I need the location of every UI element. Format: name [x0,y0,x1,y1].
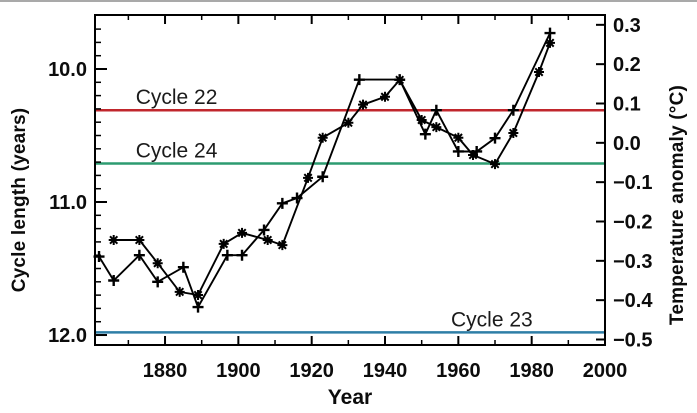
temperature-anomaly-marker [237,227,248,238]
temperature-anomaly-marker [174,286,185,297]
right-tick-label: 0.3 [613,15,641,37]
solar-cycle-length-marker [452,145,464,157]
cycle-22-label: Cycle 22 [136,86,218,109]
plot-border [94,14,606,346]
solar-cycle-length-marker [258,224,270,236]
solar-cycle-length-marker [544,27,556,39]
temperature-anomaly-marker [394,74,405,85]
temperature-anomaly-marker [317,132,328,143]
left-tick-label: 10.0 [48,59,87,81]
left-tick-label: 12.0 [48,325,87,347]
temperature-anomaly-marker [262,234,273,245]
solar-cycle-length-marker [430,104,442,116]
right-tick-label: −0.1 [613,172,652,194]
left-axis: 10.0 11.0 12.0 Cycle length (years) [9,28,107,347]
temperature-anomaly-marker [134,234,145,245]
x-axis: 1880 1900 1920 1940 1960 1980 2000 Year [127,15,628,409]
temperature-anomaly-marker [218,238,229,249]
solar-cycle-length-marker [192,301,204,313]
x-tick-label: 1940 [363,360,408,382]
solar-cycle-length-marker [93,251,105,263]
x-axis-title: Year [328,386,372,409]
right-tick-label: −0.4 [613,290,653,312]
x-tick-label: 1880 [143,360,188,382]
series-temperature-anomaly [108,37,556,301]
x-tick-label: 1920 [289,360,334,382]
solar-cycle-length-line [98,32,551,310]
temperature-anomaly-marker [490,159,501,170]
right-axis-title: Temperature anomaly (°C) [667,85,688,325]
temperature-anomaly-line [113,42,551,297]
x-tick-label: 1900 [216,360,261,382]
temperature-anomaly-marker [343,117,354,128]
solar-cycle-length-marker [177,261,189,273]
solar-cycle-length-marker [489,132,501,144]
cycle-24-label: Cycle 24 [136,139,218,162]
left-axis-title: Cycle length (years) [9,108,30,293]
temperature-anomaly-marker [534,67,545,78]
solar-cycle-length-marker [236,249,248,261]
temperature-anomaly-marker [545,37,556,48]
temperature-anomaly-marker [380,91,391,102]
solar-cycle-length-marker [353,74,365,86]
temperature-anomaly-marker [108,234,119,245]
right-tick-label: 0.2 [613,54,641,76]
cycle-23-label: Cycle 23 [451,308,533,331]
temperature-anomaly-marker [303,172,314,183]
temperature-anomaly-marker [453,132,464,143]
solar-cycle-length-marker [419,128,431,140]
left-tick-label: 11.0 [49,192,87,214]
solar-cycle-length-marker [221,249,233,261]
solar-cycle-length-marker [108,274,120,286]
temperature-anomaly-marker [152,258,163,269]
solar-cycle-length-marker [133,249,145,261]
right-tick-label: −0.5 [613,329,652,351]
solar-cycle-length-marker [317,171,329,183]
solar-cycle-length-marker [507,104,519,116]
x-tick-label: 1960 [436,360,481,382]
right-tick-label: −0.2 [613,211,652,233]
temperature-anomaly-marker [468,150,479,161]
x-tick-label: 1980 [509,360,554,382]
temperature-anomaly-marker [431,122,442,133]
temperature-anomaly-marker [193,290,204,301]
x-tick-label: 2000 [583,360,628,382]
solar-cycle-length-marker [276,197,288,209]
temperature-anomaly-marker [508,127,519,138]
right-tick-label: −0.3 [613,251,652,273]
right-tick-label: 0.0 [613,133,641,155]
temperature-anomaly-marker [277,240,288,251]
right-tick-label: 0.1 [613,93,641,115]
reference-lines: Cycle 22 Cycle 24 Cycle 23 [95,86,605,334]
solar-cycle-length-marker [152,276,164,288]
window-top-edge [0,0,697,2]
right-axis: 0.3 0.2 0.1 0.0 −0.1 −0.2 −0.3 −0.4 −0.5 Temperat… [596,15,688,351]
temperature-anomaly-marker [416,115,427,126]
temperature-anomaly-marker [358,99,369,110]
